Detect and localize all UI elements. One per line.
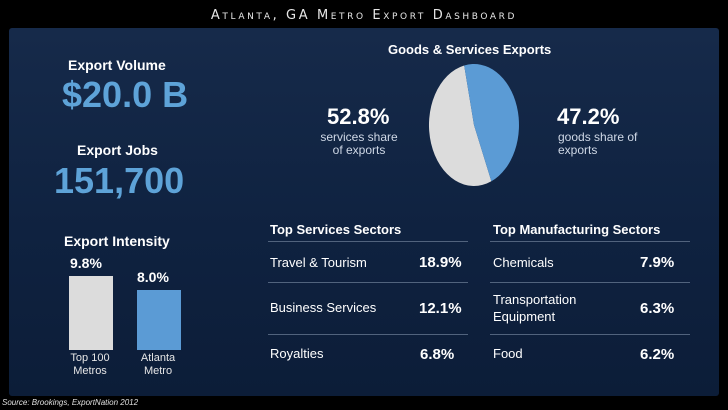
manufacturing-row-value-0: 7.9%: [640, 254, 675, 271]
export-volume-value: $20.0 B: [62, 74, 189, 115]
top-manufacturing-heading: Top Manufacturing Sectors: [493, 222, 661, 237]
goods-share-desc: goods share of exports: [558, 130, 638, 157]
services-row-name-2: Royalties: [270, 346, 324, 361]
export-volume-label: Export Volume: [68, 57, 166, 73]
manufacturing-divider-0: [490, 241, 690, 242]
manufacturing-divider-1: [490, 282, 690, 283]
pie-slice-services: [428, 65, 492, 187]
export-jobs-value: 151,700: [54, 160, 185, 201]
dashboard-title: Atlanta, GA Metro Export Dashboard: [210, 8, 518, 23]
manufacturing-row-name-1: Transportation Equipment: [493, 292, 577, 324]
services-divider-1: [268, 282, 468, 283]
services-row-name-0: Travel & Tourism: [270, 255, 367, 270]
services-divider-0: [268, 241, 468, 242]
export-intensity-label: Export Intensity: [64, 233, 170, 249]
bar-top-100-metros: [69, 275, 113, 350]
source-note: Source: Brookings, ExportNation 2012: [2, 398, 139, 407]
bar-atlanta-metro: [137, 289, 181, 350]
bar-tick-top-100-metros: Top 100 Metros: [70, 352, 110, 377]
manufacturing-row-name-2: Food: [493, 346, 523, 361]
services-row-name-1: Business Services: [270, 300, 377, 315]
services-share-value: 52.8%: [327, 104, 390, 129]
manufacturing-row-name-0: Chemicals: [493, 255, 554, 270]
manufacturing-row-value-2: 6.2%: [640, 346, 675, 363]
manufacturing-divider-2: [490, 334, 690, 335]
goods-services-pie: [428, 64, 519, 187]
services-share-desc: services share of exports: [320, 130, 398, 157]
goods-services-title: Goods & Services Exports: [388, 42, 552, 57]
services-divider-2: [268, 334, 468, 335]
services-row-value-2: 6.8%: [420, 346, 455, 363]
bar-value-atlanta-metro: 8.0%: [137, 268, 169, 285]
top-services-heading: Top Services Sectors: [270, 222, 402, 237]
bar-tick-atlanta-metro: Atlanta Metro: [140, 352, 176, 377]
pie-slice-goods: [464, 64, 519, 182]
export-intensity-chart: 9.8% 8.0% Top 100 Metros Atlanta Metro: [60, 255, 200, 385]
manufacturing-row-value-1: 6.3%: [640, 300, 675, 317]
services-row-value-0: 18.9%: [419, 254, 462, 271]
services-row-value-1: 12.1%: [419, 300, 462, 317]
goods-share-value: 47.2%: [557, 104, 620, 129]
export-jobs-label: Export Jobs: [77, 142, 158, 158]
bar-value-top-100-metros: 9.8%: [70, 254, 102, 271]
